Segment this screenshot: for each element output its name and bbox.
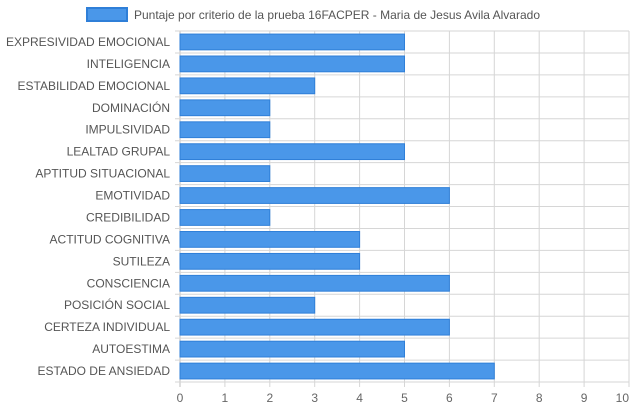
bar-11[interactable] [179, 274, 450, 292]
bar-1[interactable] [179, 55, 405, 73]
bar-10[interactable] [179, 252, 361, 270]
x-tick-label: 7 [491, 391, 498, 405]
x-axis-ticks: 0 1 2 3 4 5 6 7 8 9 10 [177, 391, 630, 405]
grid-lines [175, 30, 630, 387]
x-tick-label: 2 [266, 391, 273, 405]
category-label: AUTOESTIMA [92, 342, 170, 356]
category-labels: EXPRESIVIDAD EMOCIONAL INTELIGENCIA ESTABI… [6, 35, 170, 378]
category-label: ESTADO DE ANSIEDAD [38, 364, 171, 378]
bar-14[interactable] [179, 340, 405, 358]
bar-2[interactable] [179, 77, 316, 95]
category-label: SUTILEZA [113, 254, 170, 268]
category-label: IMPULSIVIDAD [85, 123, 170, 137]
category-label: LEALTAD GRUPAL [67, 145, 171, 159]
category-label: EMOTIVIDAD [95, 189, 170, 203]
legend-label: Puntaje por criterio de la prueba 16FACP… [134, 8, 540, 22]
category-label: EXPRESIVIDAD EMOCIONAL [6, 35, 170, 49]
bar-12[interactable] [179, 296, 316, 314]
category-label: APTITUD SITUACIONAL [35, 167, 170, 181]
x-tick-label: 9 [581, 391, 588, 405]
bar-8[interactable] [179, 209, 271, 226]
x-tick-label: 8 [536, 391, 543, 405]
bar-0[interactable] [179, 33, 405, 51]
legend[interactable]: Puntaje por criterio de la prueba 16FACP… [86, 7, 540, 22]
category-label: DOMINACIÓN [92, 100, 170, 115]
bar-9[interactable] [179, 231, 361, 248]
legend-swatch [86, 7, 128, 22]
x-tick-label: 10 [616, 391, 630, 405]
bar-3[interactable] [179, 99, 271, 117]
x-tick-label: 3 [311, 391, 318, 405]
bar-5[interactable] [179, 143, 405, 161]
bar-13[interactable] [179, 318, 450, 336]
category-label: CREDIBILIDAD [86, 210, 170, 224]
category-label: CONSCIENCIA [87, 276, 170, 290]
category-label: ESTABILIDAD EMOCIONAL [18, 79, 171, 93]
category-label: CERTEZA INDIVIDUAL [44, 320, 170, 334]
x-tick-label: 5 [401, 391, 408, 405]
x-tick-label: 6 [446, 391, 453, 405]
category-label: POSICIÓN SOCIAL [64, 297, 170, 312]
x-tick-label: 0 [177, 391, 184, 405]
bar-6[interactable] [179, 165, 271, 182]
category-label: INTELIGENCIA [87, 57, 170, 71]
bars [179, 33, 495, 380]
bar-4[interactable] [179, 121, 271, 139]
x-tick-label: 4 [356, 391, 363, 405]
bar-15[interactable] [179, 362, 495, 380]
x-tick-label: 1 [222, 391, 229, 405]
bar-7[interactable] [179, 187, 450, 204]
category-label: ACTITUD COGNITIVA [50, 232, 170, 246]
